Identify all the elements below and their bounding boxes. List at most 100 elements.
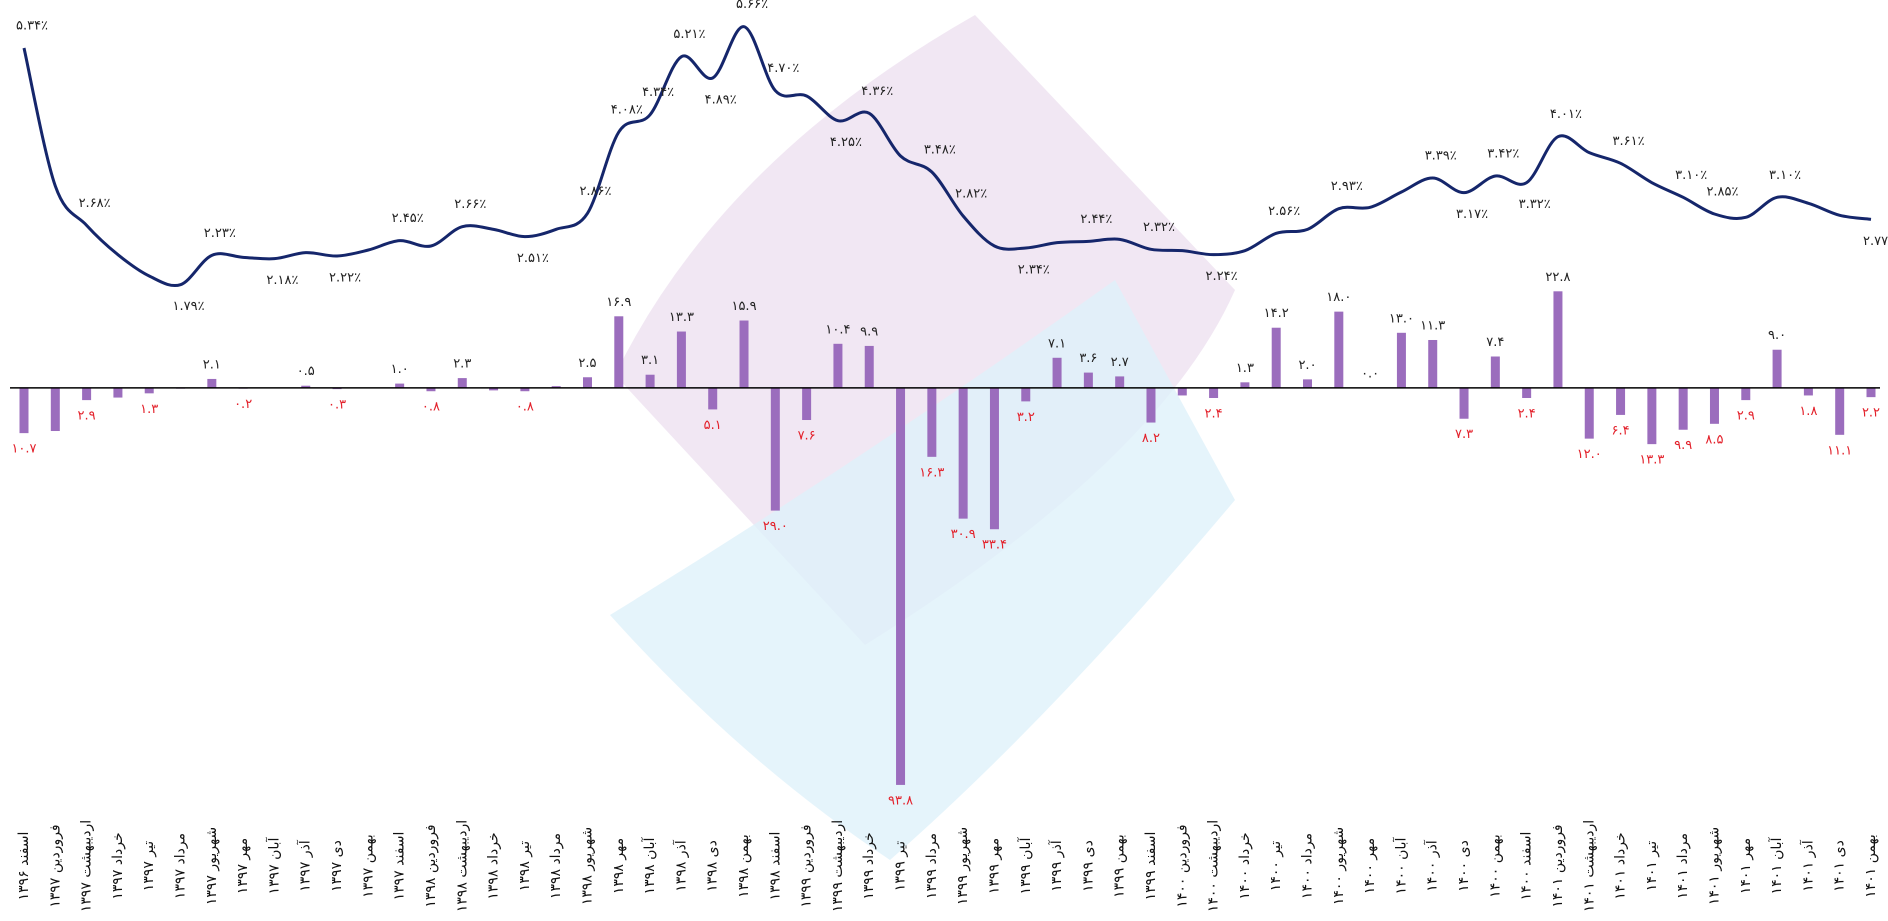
x-tick-label: آبان ۱۳۹۹ <box>1017 836 1034 894</box>
x-tick-label: آذر ۱۴۰۰ <box>1424 839 1441 892</box>
x-tick-label: مرداد ۱۳۹۹ <box>924 833 940 899</box>
bar <box>676 331 686 388</box>
bar <box>50 387 60 432</box>
bar-value-label: ۰.۳ <box>328 398 346 413</box>
bar-value-label: ۷.۳ <box>1455 427 1473 442</box>
x-tick-label: اسفند ۱۳۹۶ <box>16 832 32 901</box>
line-value-label: ۳.۴۸٪ <box>924 143 956 158</box>
x-tick-label: اردیبهشت ۱۴۰۱ <box>1581 820 1597 912</box>
bar-value-label: ۱.۰ <box>391 362 409 377</box>
bar <box>614 316 624 388</box>
bar-value-label: ۳۰.۹ <box>951 527 976 542</box>
bar <box>82 387 92 401</box>
x-tick-label: اسفند ۱۴۰۰ <box>1519 832 1535 901</box>
line-value-label: ۵.۲۱٪ <box>673 27 705 42</box>
line-value-label: ۳.۳۹٪ <box>1425 149 1457 164</box>
bar-value-label: ۷.۶ <box>798 429 816 444</box>
bar-value-label: ۲.۴ <box>1205 406 1223 421</box>
line-value-label: ۴.۸۹٪ <box>705 93 737 108</box>
x-tick-label: مهر ۱۳۹۷ <box>235 838 251 894</box>
line-value-label: ۴.۳۶٪ <box>861 84 893 99</box>
line-value-label: ۲.۸۵٪ <box>1706 185 1738 200</box>
bar-value-label: ۹.۹ <box>1674 438 1692 453</box>
bar <box>1146 387 1156 423</box>
line-value-label: ۲.۶۸٪ <box>79 196 111 211</box>
bar <box>1741 387 1751 401</box>
bar-value-label: ۲.۷ <box>1111 355 1129 370</box>
x-tick-label: مهر ۱۳۹۸ <box>611 838 627 894</box>
line-value-label: ۴.۰۱٪ <box>1550 107 1582 122</box>
line-value-label: ۴.۲۵٪ <box>830 135 862 150</box>
x-tick-label: آبان ۱۴۰۱ <box>1768 836 1785 894</box>
bar-value-label: ۱۸.۰ <box>1326 290 1351 305</box>
x-tick-label: دی ۱۴۰۱ <box>1832 840 1848 892</box>
x-tick-label: خرداد ۱۳۹۸ <box>486 832 502 899</box>
line-value-label: ۲.۸۶٪ <box>579 184 611 199</box>
bar <box>1616 387 1626 415</box>
bar-value-label: ۳.۱ <box>641 353 659 368</box>
x-tick-label: آذر ۱۴۰۱ <box>1799 839 1816 892</box>
line-value-label: ۳.۱۰٪ <box>1769 168 1801 183</box>
bar <box>457 378 467 388</box>
bar-value-label: ۱۱.۱ <box>1827 443 1852 458</box>
line-value-label: ۴.۷۰٪ <box>767 61 799 76</box>
bar <box>927 387 937 457</box>
bar <box>1428 339 1438 388</box>
bar-value-label: ۳۳.۴ <box>982 538 1007 553</box>
bar <box>1021 387 1031 402</box>
line-value-label: ۲.۵۶٪ <box>1268 204 1300 219</box>
bar-value-label: ۲.۴ <box>1518 406 1536 421</box>
line-value-label: ۲.۳۴٪ <box>1018 263 1050 278</box>
x-tick-label: آبان ۱۴۰۰ <box>1392 836 1409 894</box>
line-value-label: ۲.۳۲٪ <box>1143 220 1175 235</box>
bar-value-label: ۱۰.۴ <box>825 322 850 337</box>
x-tick-label: خرداد ۱۳۹۹ <box>861 832 877 899</box>
bar-value-label: ۱۱.۳ <box>1420 318 1445 333</box>
bar <box>1647 387 1657 445</box>
bar-value-label: ۸.۵ <box>1705 432 1723 447</box>
bar-value-label: ۵.۱ <box>704 418 722 433</box>
x-tick-label: فروردین ۱۳۹۸ <box>423 824 439 907</box>
bar-value-label: ۸.۲ <box>1142 431 1160 446</box>
bar-value-label: ۲.۹ <box>1737 409 1755 424</box>
line-value-label: ۳.۳۲٪ <box>1519 197 1551 212</box>
bar <box>1803 387 1813 396</box>
x-tick-label: آبان ۱۳۹۸ <box>641 836 658 894</box>
bar <box>770 387 780 511</box>
bar <box>1709 387 1719 424</box>
bar <box>1052 357 1062 388</box>
bar-value-label: ۷.۴ <box>1486 335 1504 350</box>
bar <box>1772 349 1782 388</box>
x-tick-label: فروردین ۱۴۰۰ <box>1174 824 1190 907</box>
line-value-label: ۲.۹۳٪ <box>1331 179 1363 194</box>
bar-value-label: ۶.۴ <box>1612 423 1630 438</box>
bar-value-label: ۰.۰ <box>1361 366 1379 381</box>
bar-value-label: ۲۹.۰ <box>763 519 788 534</box>
blue-shape <box>610 280 1235 860</box>
bar-value-label: ۲۲.۸ <box>1545 270 1570 285</box>
line-value-label: ۲.۵۱٪ <box>517 251 549 266</box>
line <box>22 25 1872 287</box>
line-value-label: ۲.۷۷٪ <box>1863 234 1888 249</box>
bar-value-label: ۲.۱ <box>203 357 221 372</box>
background-decoration <box>610 15 1235 860</box>
bar-value-label: ۱۵.۹ <box>731 299 756 314</box>
x-tick-label: شهریور ۱۴۰۰ <box>1331 827 1347 905</box>
line-value-label: ۲.۲۲٪ <box>329 271 361 286</box>
x-tick-label: اردیبهشت ۱۳۹۹ <box>830 820 846 912</box>
bar <box>645 374 655 388</box>
line-value-label: ۲.۴۴٪ <box>1080 212 1112 227</box>
bar <box>1835 387 1845 435</box>
line-value-label: ۳.۶۱٪ <box>1613 134 1645 149</box>
x-tick-label: اسفند ۱۳۹۹ <box>1143 832 1159 901</box>
pink-shape <box>615 15 1235 645</box>
bar-value-label: ۳.۲ <box>1017 410 1035 425</box>
line-value-label: ۲.۴۵٪ <box>392 211 424 226</box>
bar-value-label: ۳.۶ <box>1079 351 1097 366</box>
bar <box>1177 387 1187 396</box>
x-tick-label: آذر ۱۳۹۸ <box>672 839 689 892</box>
bar <box>1303 379 1313 388</box>
bar <box>520 387 530 392</box>
bar <box>582 377 592 388</box>
